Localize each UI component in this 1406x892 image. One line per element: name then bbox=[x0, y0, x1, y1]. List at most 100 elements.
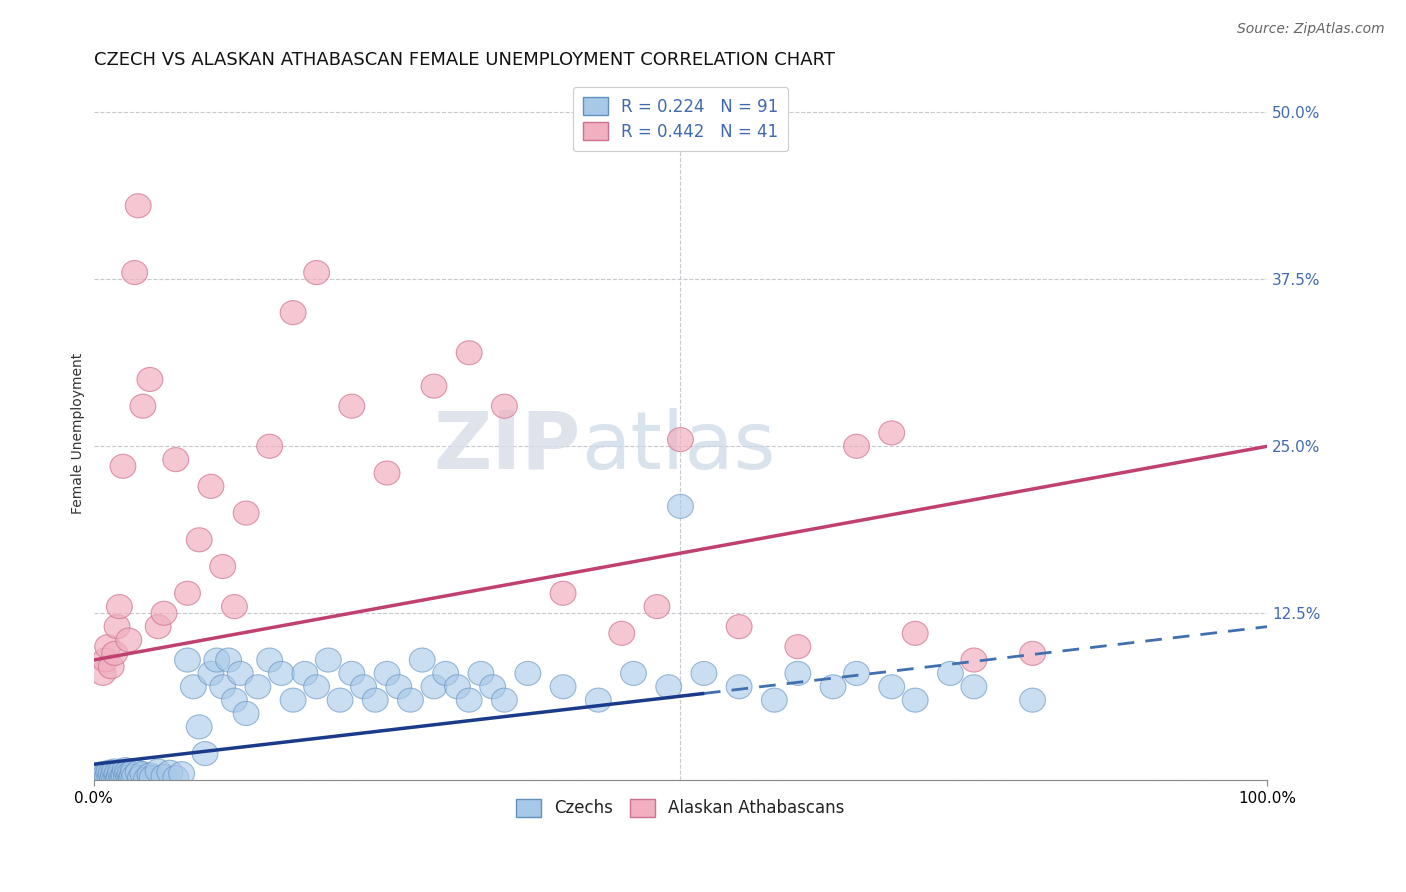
Ellipse shape bbox=[339, 394, 364, 418]
Ellipse shape bbox=[620, 661, 647, 685]
Ellipse shape bbox=[94, 635, 121, 658]
Ellipse shape bbox=[93, 648, 118, 672]
Ellipse shape bbox=[280, 688, 307, 712]
Ellipse shape bbox=[228, 661, 253, 685]
Ellipse shape bbox=[128, 765, 153, 789]
Ellipse shape bbox=[87, 764, 112, 789]
Ellipse shape bbox=[93, 763, 118, 787]
Ellipse shape bbox=[107, 764, 132, 789]
Ellipse shape bbox=[193, 741, 218, 765]
Ellipse shape bbox=[122, 764, 148, 789]
Ellipse shape bbox=[198, 661, 224, 685]
Text: CZECH VS ALASKAN ATHABASCAN FEMALE UNEMPLOYMENT CORRELATION CHART: CZECH VS ALASKAN ATHABASCAN FEMALE UNEMP… bbox=[94, 51, 835, 69]
Ellipse shape bbox=[134, 767, 159, 791]
Ellipse shape bbox=[209, 555, 236, 579]
Ellipse shape bbox=[150, 601, 177, 625]
Ellipse shape bbox=[112, 757, 138, 781]
Ellipse shape bbox=[104, 615, 129, 639]
Legend: Czechs, Alaskan Athabascans: Czechs, Alaskan Athabascans bbox=[509, 792, 852, 824]
Ellipse shape bbox=[374, 661, 399, 685]
Ellipse shape bbox=[120, 763, 145, 787]
Ellipse shape bbox=[111, 763, 136, 787]
Ellipse shape bbox=[204, 648, 229, 672]
Ellipse shape bbox=[98, 762, 124, 786]
Ellipse shape bbox=[409, 648, 434, 672]
Ellipse shape bbox=[163, 448, 188, 472]
Ellipse shape bbox=[727, 615, 752, 639]
Ellipse shape bbox=[257, 648, 283, 672]
Ellipse shape bbox=[103, 765, 129, 789]
Ellipse shape bbox=[110, 454, 136, 478]
Ellipse shape bbox=[762, 688, 787, 712]
Ellipse shape bbox=[209, 674, 236, 698]
Ellipse shape bbox=[222, 595, 247, 619]
Ellipse shape bbox=[121, 759, 146, 783]
Ellipse shape bbox=[727, 674, 752, 698]
Ellipse shape bbox=[104, 762, 129, 786]
Ellipse shape bbox=[1019, 688, 1046, 712]
Ellipse shape bbox=[107, 595, 132, 619]
Ellipse shape bbox=[174, 582, 201, 606]
Ellipse shape bbox=[339, 661, 364, 685]
Ellipse shape bbox=[169, 762, 194, 786]
Ellipse shape bbox=[315, 648, 342, 672]
Ellipse shape bbox=[115, 628, 142, 652]
Ellipse shape bbox=[222, 688, 247, 712]
Ellipse shape bbox=[129, 394, 156, 418]
Ellipse shape bbox=[101, 759, 128, 783]
Ellipse shape bbox=[292, 661, 318, 685]
Ellipse shape bbox=[125, 760, 150, 784]
Ellipse shape bbox=[550, 674, 576, 698]
Ellipse shape bbox=[938, 661, 963, 685]
Ellipse shape bbox=[1019, 641, 1046, 665]
Ellipse shape bbox=[690, 661, 717, 685]
Ellipse shape bbox=[163, 765, 188, 789]
Ellipse shape bbox=[150, 764, 177, 789]
Ellipse shape bbox=[844, 434, 869, 458]
Ellipse shape bbox=[110, 767, 136, 791]
Ellipse shape bbox=[468, 661, 494, 685]
Ellipse shape bbox=[550, 582, 576, 606]
Ellipse shape bbox=[118, 767, 143, 791]
Ellipse shape bbox=[479, 674, 506, 698]
Ellipse shape bbox=[492, 688, 517, 712]
Ellipse shape bbox=[115, 765, 142, 789]
Ellipse shape bbox=[105, 767, 131, 791]
Ellipse shape bbox=[433, 661, 458, 685]
Ellipse shape bbox=[94, 767, 120, 791]
Ellipse shape bbox=[136, 368, 163, 392]
Ellipse shape bbox=[269, 661, 294, 685]
Y-axis label: Female Unemployment: Female Unemployment bbox=[72, 352, 86, 514]
Ellipse shape bbox=[115, 760, 141, 784]
Ellipse shape bbox=[903, 622, 928, 645]
Ellipse shape bbox=[398, 688, 423, 712]
Ellipse shape bbox=[90, 661, 115, 685]
Ellipse shape bbox=[420, 374, 447, 398]
Ellipse shape bbox=[515, 661, 541, 685]
Ellipse shape bbox=[457, 688, 482, 712]
Ellipse shape bbox=[122, 260, 148, 285]
Ellipse shape bbox=[457, 341, 482, 365]
Ellipse shape bbox=[444, 674, 471, 698]
Text: atlas: atlas bbox=[581, 408, 775, 486]
Ellipse shape bbox=[114, 764, 139, 789]
Ellipse shape bbox=[100, 767, 125, 791]
Ellipse shape bbox=[233, 701, 259, 725]
Ellipse shape bbox=[668, 494, 693, 518]
Ellipse shape bbox=[198, 475, 224, 499]
Ellipse shape bbox=[89, 767, 115, 791]
Ellipse shape bbox=[145, 759, 172, 783]
Ellipse shape bbox=[245, 674, 271, 698]
Ellipse shape bbox=[350, 674, 377, 698]
Ellipse shape bbox=[180, 674, 207, 698]
Ellipse shape bbox=[94, 764, 121, 789]
Ellipse shape bbox=[785, 635, 811, 658]
Ellipse shape bbox=[97, 765, 122, 789]
Ellipse shape bbox=[785, 661, 811, 685]
Ellipse shape bbox=[328, 688, 353, 712]
Ellipse shape bbox=[257, 434, 283, 458]
Ellipse shape bbox=[139, 765, 165, 789]
Ellipse shape bbox=[385, 674, 412, 698]
Ellipse shape bbox=[91, 765, 117, 789]
Ellipse shape bbox=[187, 528, 212, 552]
